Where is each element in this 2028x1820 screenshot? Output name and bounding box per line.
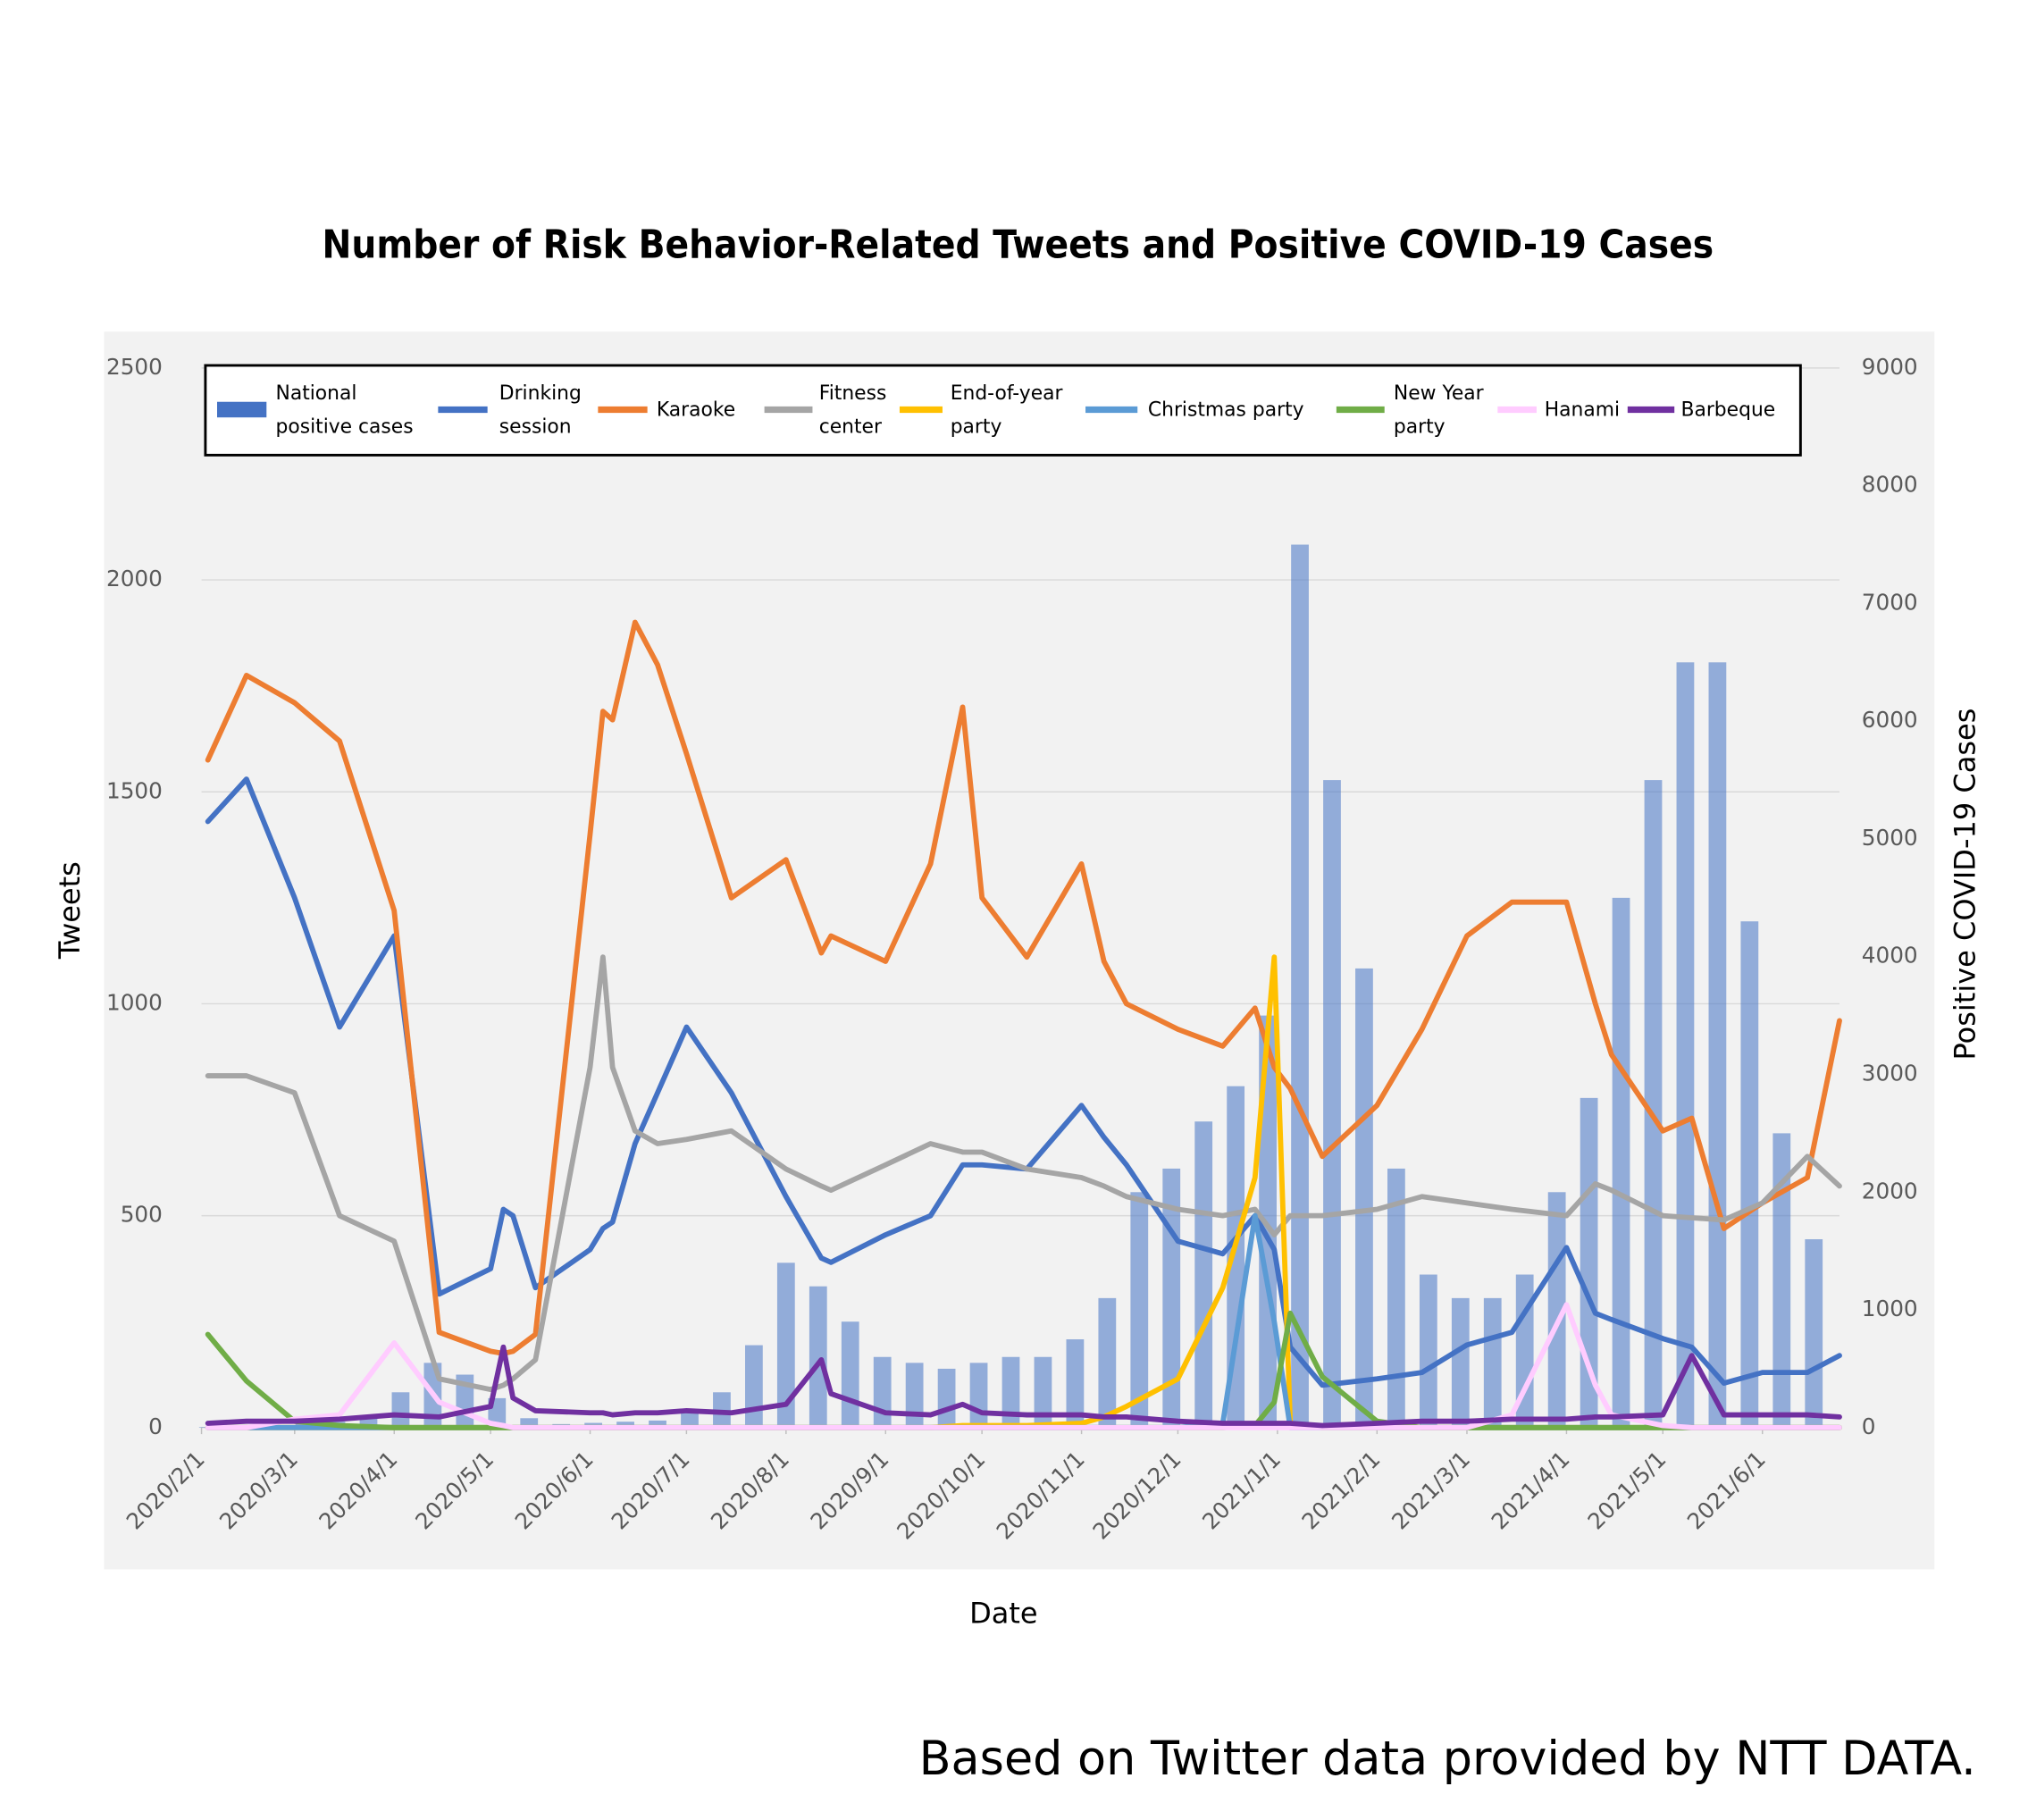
bar	[776, 1262, 795, 1428]
legend-item: End-of-year party	[950, 381, 1063, 439]
y2-tick-label: 8000	[1862, 472, 1918, 498]
legend-item: Hanami	[1544, 398, 1621, 422]
bar	[681, 1410, 699, 1428]
source-note: Based on Twitter data provided by NTT DA…	[919, 1732, 1976, 1786]
bar	[391, 1392, 410, 1428]
y-tick-label: 0	[148, 1413, 163, 1439]
legend-item: Karaoke	[656, 398, 736, 422]
bar	[1740, 921, 1759, 1428]
legend-label: New Year party	[1393, 381, 1484, 439]
bar	[1483, 1297, 1502, 1428]
y2-tick-label: 2000	[1862, 1178, 1918, 1204]
bar	[1194, 1121, 1213, 1428]
bar	[1772, 1133, 1791, 1428]
legend-label: Drinking session	[499, 381, 582, 439]
bar	[1034, 1356, 1052, 1428]
legend-label: Fitness center	[818, 381, 887, 439]
bar	[905, 1363, 924, 1428]
x-axis-label: Date	[969, 1596, 1037, 1630]
bar	[1291, 544, 1309, 1428]
y2-tick-label: 5000	[1862, 825, 1918, 851]
legend-item: Drinking session	[499, 381, 582, 439]
series-line	[205, 1302, 1842, 1430]
bar	[1066, 1338, 1085, 1428]
y-tick-label: 2500	[106, 354, 163, 380]
bar	[1387, 1168, 1405, 1428]
bar	[873, 1356, 892, 1428]
bar	[1515, 1274, 1534, 1428]
legend-label: End-of-year party	[950, 381, 1063, 439]
y2-tick-label: 4000	[1862, 943, 1918, 969]
legend-item: Barbeque	[1680, 398, 1776, 422]
y2-tick-label: 9000	[1862, 354, 1918, 380]
bar	[809, 1286, 827, 1428]
bar	[1580, 1097, 1598, 1428]
bar	[841, 1321, 859, 1428]
bar	[1323, 780, 1341, 1428]
legend-label: National positive cases	[275, 381, 414, 439]
bar	[520, 1418, 539, 1428]
bar	[1419, 1274, 1437, 1428]
legend-label: Hanami	[1544, 398, 1621, 422]
y-tick-label: 2000	[106, 566, 163, 591]
legend-item: Fitness center	[818, 381, 887, 439]
y2-tick-label: 1000	[1862, 1296, 1918, 1321]
bar	[1227, 1086, 1245, 1428]
bar	[1162, 1168, 1181, 1428]
y2-axis-label: Positive COVID-19 Cases	[1948, 709, 1982, 1061]
bar	[616, 1422, 634, 1428]
series-line	[205, 619, 1842, 1356]
bar	[1130, 1192, 1149, 1428]
y2-tick-label: 0	[1862, 1413, 1876, 1439]
bar	[969, 1363, 988, 1428]
bar	[649, 1420, 666, 1428]
y2-tick-label: 6000	[1862, 707, 1918, 733]
legend-item: Christmas party	[1147, 398, 1304, 422]
bar	[1098, 1297, 1117, 1428]
legend-label: Karaoke	[656, 398, 736, 422]
y-axis-label: Tweets	[53, 861, 87, 960]
bar	[1001, 1356, 1020, 1428]
legend-swatch	[217, 401, 267, 418]
legend-item: National positive cases	[275, 381, 414, 439]
series-line	[205, 1344, 1842, 1429]
y2-tick-label: 7000	[1862, 589, 1918, 615]
bar	[1708, 662, 1727, 1428]
bar	[1355, 968, 1373, 1428]
y2-tick-label: 3000	[1862, 1061, 1918, 1086]
bar	[1612, 897, 1630, 1428]
bar	[937, 1368, 956, 1428]
series-line	[205, 776, 1842, 1388]
bar	[745, 1345, 763, 1428]
y-tick-label: 1000	[106, 989, 163, 1015]
y-tick-label: 500	[121, 1202, 163, 1228]
legend-item: New Year party	[1393, 381, 1484, 439]
legend-label: Barbeque	[1680, 398, 1776, 422]
bar	[1644, 780, 1663, 1428]
y-tick-label: 1500	[106, 777, 163, 803]
chart-title: Number of Risk Behavior-Related Tweets a…	[323, 222, 1714, 268]
bar	[1451, 1297, 1470, 1428]
bar	[1805, 1238, 1823, 1428]
legend-label: Christmas party	[1147, 398, 1304, 422]
bar	[1676, 662, 1695, 1428]
